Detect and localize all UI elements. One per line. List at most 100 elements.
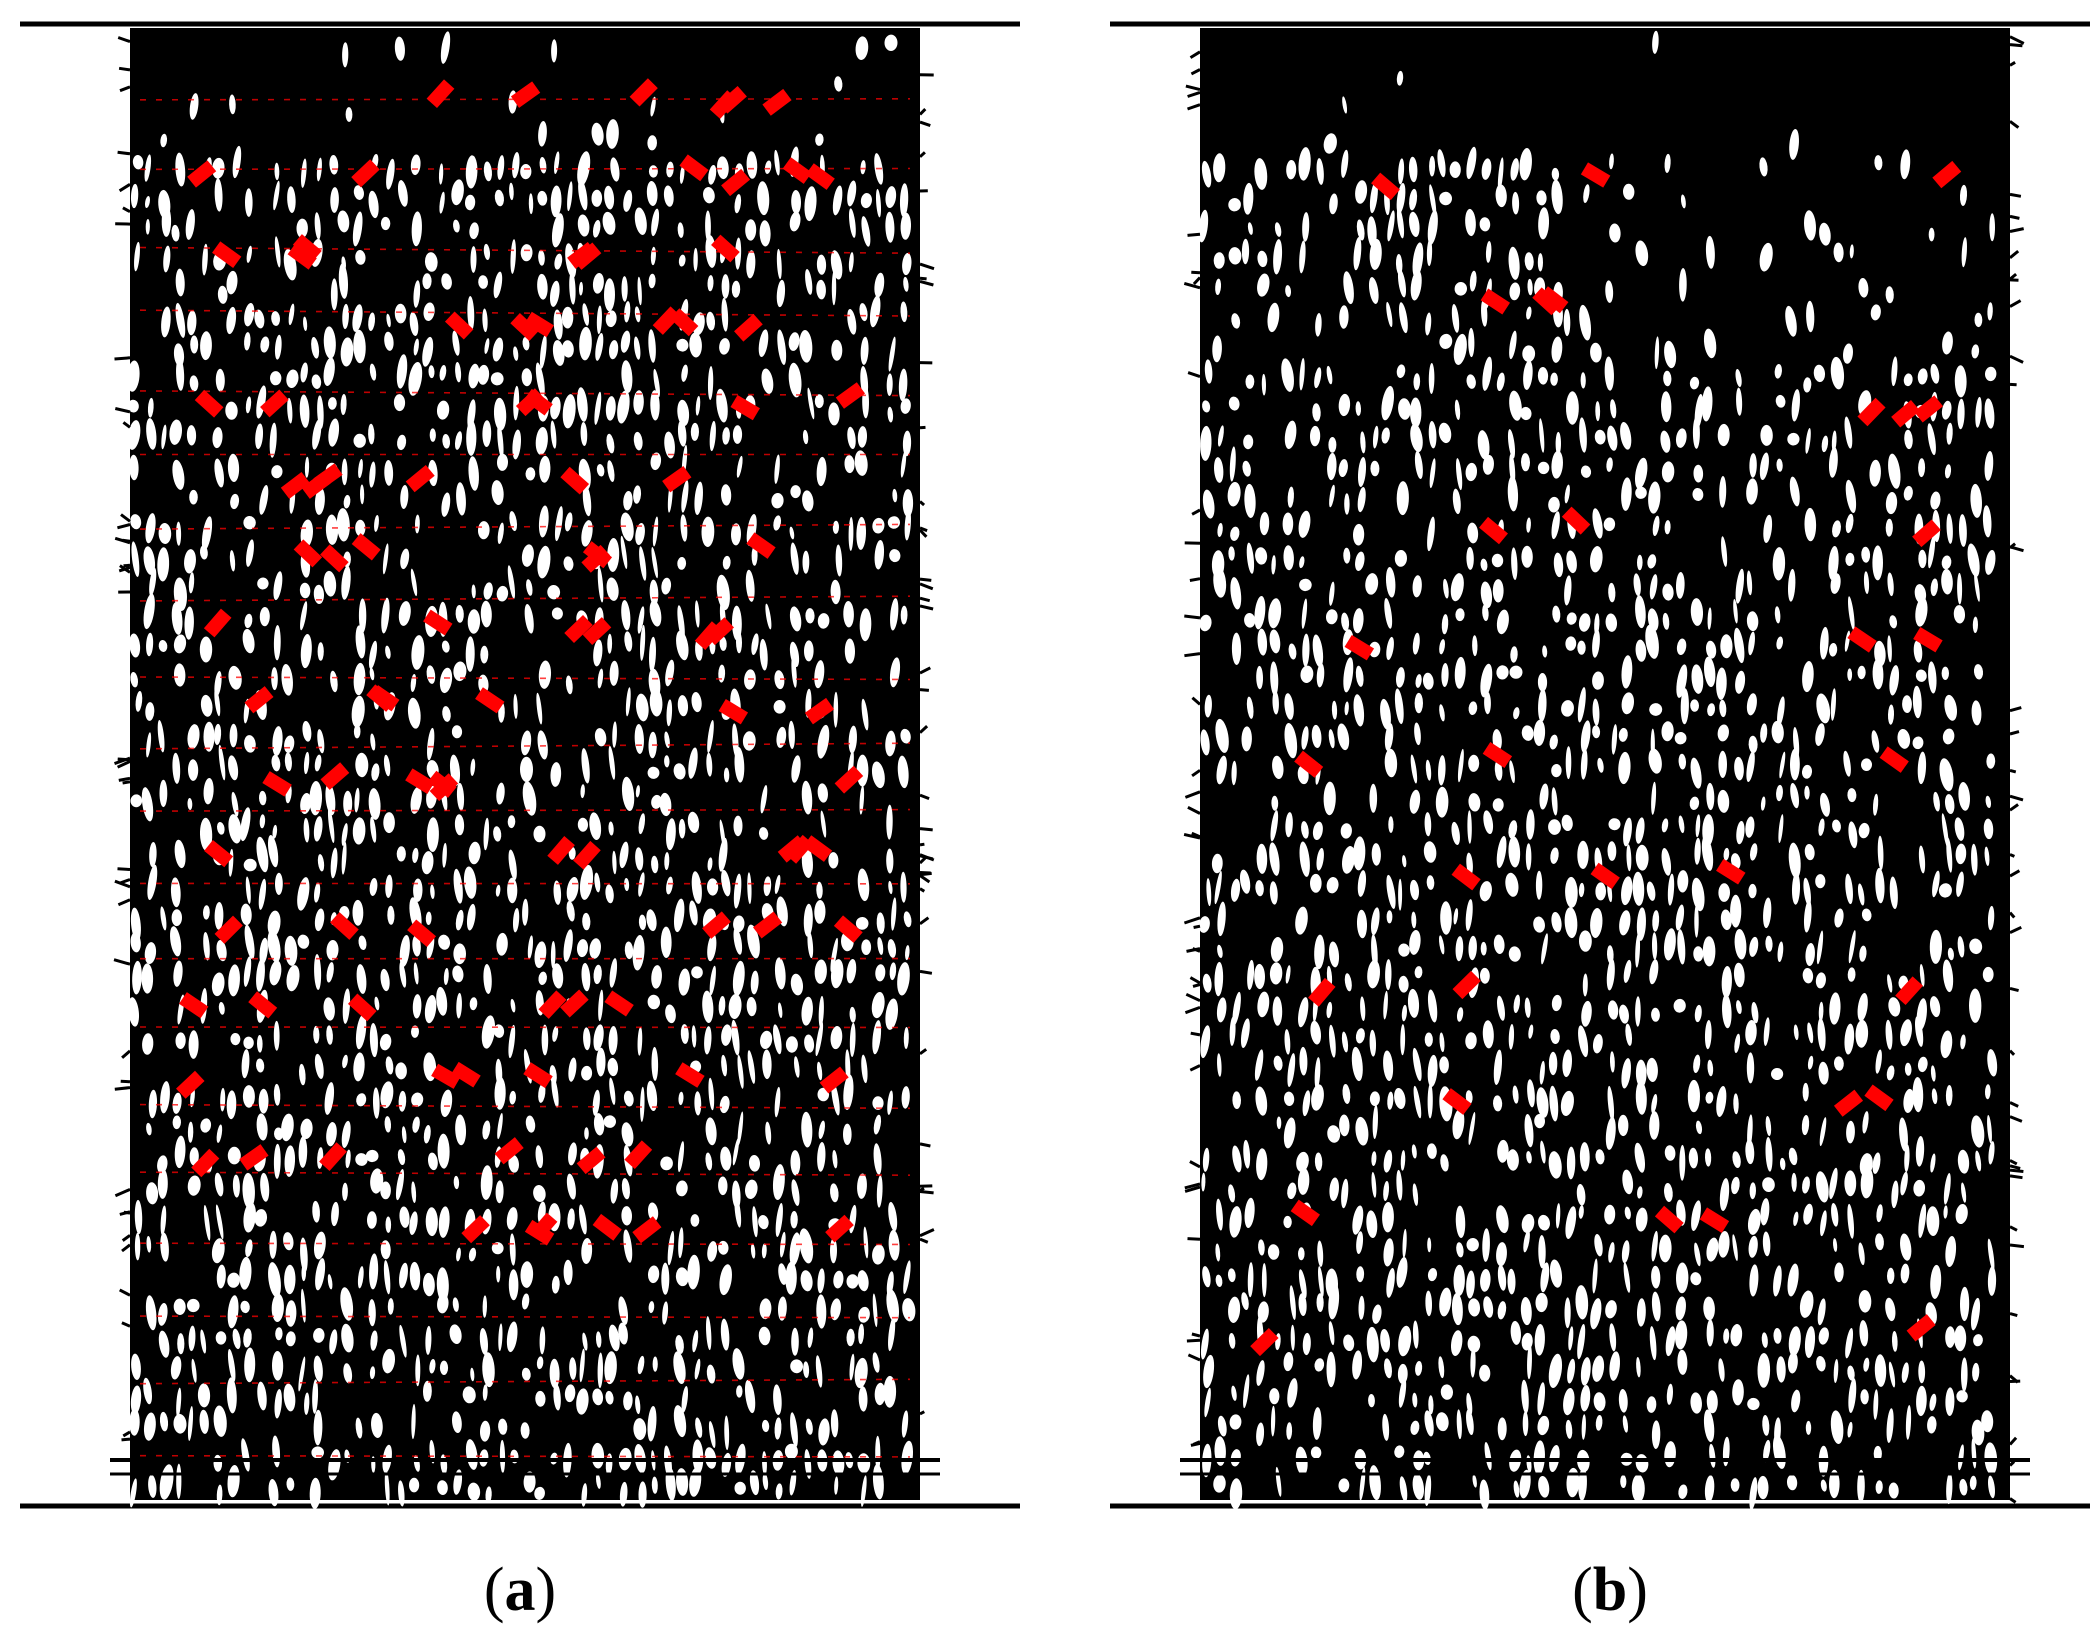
edge-spall: [919, 1048, 928, 1056]
crack-marker: [669, 308, 699, 337]
edge-spall: [1184, 1182, 1201, 1190]
edge-spall: [1192, 947, 1201, 953]
edge-spall: [121, 1243, 131, 1253]
crack-trace: [139, 1378, 911, 1385]
crack-marker: [564, 614, 593, 644]
edge-spall: [2009, 794, 2024, 802]
edge-spall: [2008, 911, 2016, 919]
edge-spall: [2008, 1049, 2016, 1056]
crack-marker: [679, 154, 709, 182]
crack-marker: [805, 163, 835, 190]
edge-spall: [1193, 924, 1201, 929]
crack-marker: [510, 313, 539, 341]
edge-spall: [1183, 916, 1201, 925]
crack-marker: [1308, 977, 1336, 1007]
crack-marker: [762, 88, 792, 116]
crack-marker: [675, 1062, 705, 1088]
crack-marker: [1442, 1088, 1472, 1115]
edge-spall: [1185, 992, 1201, 1003]
crack-trace: [139, 742, 911, 750]
crack-marker: [176, 1070, 205, 1099]
crack-pattern-figure-b: [1110, 21, 2090, 1510]
crack-marker: [573, 840, 601, 870]
edge-spall: [1186, 1338, 1201, 1343]
crack-marker: [451, 1061, 481, 1088]
edge-spall: [2009, 869, 2021, 878]
crack-marker: [560, 466, 590, 495]
caption-b-open: (: [1572, 1555, 1593, 1624]
edge-spall: [119, 878, 131, 885]
crack-marker: [1879, 746, 1909, 773]
edge-spall: [117, 898, 131, 907]
edge-spall: [919, 596, 931, 603]
edge-spall: [2009, 1101, 2019, 1108]
crack-trace: [139, 309, 911, 317]
edge-spall: [119, 85, 131, 93]
edge-spall: [2008, 1436, 2018, 1446]
edge-spall: [123, 563, 131, 568]
crack-trace: [139, 595, 911, 602]
edge-spall: [2009, 1174, 2023, 1180]
secondary-crack-traces: [139, 98, 911, 1458]
edge-spall: [919, 1237, 929, 1244]
edge-spall: [1184, 614, 1201, 620]
edge-spall: [117, 150, 131, 156]
edge-spall: [118, 566, 131, 573]
edge-spall: [1184, 790, 1201, 799]
edge-spall: [1187, 371, 1201, 379]
edge-spall: [2009, 706, 2022, 713]
crack-marker: [444, 311, 474, 340]
edge-spall: [1187, 1237, 1201, 1241]
edge-spall: [114, 879, 131, 889]
edge-spall: [117, 867, 131, 871]
crack-marker: [1654, 1205, 1684, 1234]
crack-marker: [1580, 162, 1611, 188]
edge-spall: [2009, 1168, 2024, 1173]
edge-spall: [2009, 192, 2022, 198]
crack-marker: [1561, 506, 1591, 535]
edge-spall: [1191, 831, 1201, 839]
edge-spall: [113, 756, 131, 766]
edge-spall: [2009, 986, 2019, 993]
crack-voids: [1198, 30, 1998, 1510]
specimen-background: [1200, 28, 2010, 1500]
edge-spall: [1187, 1353, 1201, 1362]
crack-marker: [280, 471, 310, 499]
crack-marker: [629, 78, 658, 107]
crack-marker: [351, 159, 380, 188]
specimen-edges: [1183, 35, 2025, 1504]
edge-spall: [121, 1049, 131, 1059]
crack-marker: [320, 544, 349, 573]
crack-voids: [126, 31, 916, 1509]
crack-marker: [632, 1216, 662, 1244]
edge-spall: [1187, 805, 1201, 815]
edge-spall: [1191, 696, 1201, 706]
crack-marker: [582, 541, 613, 569]
edge-spall: [1187, 103, 1201, 111]
crack-marker: [347, 993, 377, 1022]
crack-marker: [212, 241, 242, 268]
edge-spall: [118, 183, 131, 193]
edge-spall: [1192, 983, 1201, 988]
crack-marker: [652, 306, 681, 335]
crack-trace: [139, 1103, 911, 1110]
crack-marker: [1895, 976, 1924, 1006]
crack-marker: [203, 608, 232, 638]
crack-marker: [1716, 858, 1746, 885]
edge-spall: [1192, 1440, 1201, 1446]
crack-marker: [1294, 750, 1324, 778]
edge-spall: [1191, 1332, 1201, 1338]
crack-marker: [1913, 627, 1943, 653]
crack-marker: [1482, 742, 1513, 768]
crack-marker: [547, 835, 575, 865]
edge-spall: [119, 1210, 131, 1216]
crack-trace: [139, 1242, 911, 1246]
crack-marker: [191, 1148, 220, 1178]
crack-marker: [260, 389, 289, 418]
crack-trace: [139, 1026, 911, 1029]
specimen-body-a: [110, 28, 940, 1509]
crack-marker: [405, 768, 435, 794]
crack-marker: [782, 157, 812, 184]
crack-marker: [705, 617, 734, 646]
edge-spall: [118, 776, 131, 782]
